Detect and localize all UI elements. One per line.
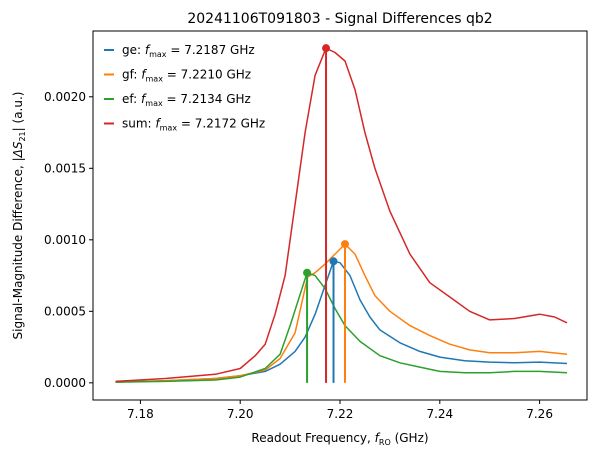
series-line <box>115 260 568 383</box>
legend: ge: fmax = 7.2187 GHz gf: fmax = 7.2210 G… <box>104 43 265 133</box>
x-tick-label: 7.20 <box>227 407 254 421</box>
peak-point <box>303 268 312 277</box>
peak-point <box>322 44 331 53</box>
title-text: 20241106T091803 - Signal Differences qb2 <box>187 11 492 27</box>
y-axis-label: Signal-Magnitude Difference, |ΔS21| (a.u… <box>11 92 27 340</box>
legend-entry: ge: fmax = 7.2187 GHz <box>122 43 255 59</box>
x-tick-label: 7.24 <box>426 407 453 421</box>
y-tick-label: 0.0015 <box>44 161 86 175</box>
y-tick-label: 0.0000 <box>44 376 86 390</box>
axis-ticks: 7.18 7.20 7.22 7.24 7.26 0.0000 0.0005 0.0010 0.… <box>44 90 553 421</box>
peak-point <box>329 257 338 266</box>
legend-entry: sum: fmax = 7.2172 GHz <box>122 117 265 133</box>
legend-entry: ef: fmax = 7.2134 GHz <box>122 92 251 108</box>
series-line <box>115 243 568 383</box>
series-line <box>115 271 568 383</box>
y-tick-label: 0.0005 <box>44 304 86 318</box>
x-axis-label: Readout Frequency, fRO (GHz) <box>251 431 428 447</box>
legend-entry: gf: fmax = 7.2210 GHz <box>122 68 251 84</box>
x-tick-label: 7.18 <box>127 407 154 421</box>
chart-title: 20241106T091803 - Signal Differences qb2 <box>187 11 492 27</box>
plot-frame <box>92 30 588 401</box>
y-tick-label: 0.0020 <box>44 90 86 104</box>
series-lines <box>115 44 568 383</box>
series-line <box>115 47 568 383</box>
peak-point <box>340 240 349 249</box>
x-tick-label: 7.26 <box>526 407 553 421</box>
x-tick-label: 7.22 <box>327 407 354 421</box>
y-tick-label: 0.0010 <box>44 233 86 247</box>
